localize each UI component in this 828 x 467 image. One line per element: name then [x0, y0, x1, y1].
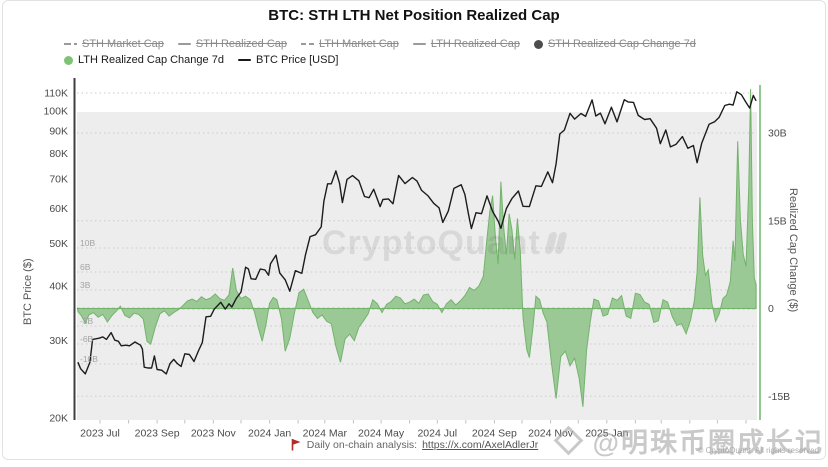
series-line-icon [237, 59, 251, 61]
x-axis-tick-label: 2025 Jan [585, 428, 628, 440]
left-axis-tick-label: 50K [49, 238, 68, 250]
right-axis-tick-label: 0 [768, 303, 774, 315]
legend-label: STH Realized Cap [195, 38, 288, 50]
legend-label: STH Realized Cap Change 7d [547, 38, 696, 50]
inner-axis-tick-label: 10B [80, 238, 95, 248]
right-axis-tick-label: -15B [768, 391, 790, 403]
legend-item-sth-market-cap[interactable]: STH Market Cap [64, 38, 164, 50]
lth-realized-cap-change-area [77, 89, 757, 407]
series-line-icon [177, 43, 191, 45]
legend-item-lth-market-cap[interactable]: LTH Market Cap [301, 38, 399, 50]
inner-axis-tick-label: 6B [80, 262, 91, 272]
x-axis-tick-label: 2024 Nov [528, 428, 574, 440]
left-axis-tick-label: 70K [49, 174, 68, 186]
right-axis-title: Realized Cap Change ($) [787, 188, 799, 313]
series-line-icon [412, 43, 426, 45]
footer: Daily on-chain analysis: https://x.com/A… [0, 438, 828, 451]
inner-axis-tick-label: 3B [80, 280, 91, 290]
left-axis-tick-label: 80K [49, 148, 68, 160]
left-axis-tick-label: 20K [49, 413, 68, 425]
x-axis-tick-label: 2023 Nov [191, 428, 237, 440]
footer-link[interactable]: https://x.com/AxelAdlerJr [422, 438, 539, 451]
footer-label: Daily on-chain analysis: [306, 438, 418, 451]
left-axis-tick-label: 100K [43, 106, 68, 118]
legend-label: LTH Realized Cap Change 7d [78, 54, 224, 66]
btc-price-line [77, 91, 757, 375]
x-axis-tick-label: 2023 Jul [80, 428, 120, 440]
x-axis-tick-label: 2024 Jul [417, 428, 457, 440]
series-line-icon [301, 43, 315, 45]
legend-item-lth-realized-cap-change-7d[interactable]: LTH Realized Cap Change 7d [64, 54, 224, 66]
left-axis-tick-label: 30K [49, 335, 68, 347]
left-axis-tick-label: 60K [49, 203, 68, 215]
legend: STH Market Cap STH Realized Cap LTH Market… [64, 38, 770, 66]
copyright-text: © CryptoQuant. All rights reserved [697, 446, 820, 455]
legend-item-sth-realized-cap[interactable]: STH Realized Cap [177, 38, 288, 50]
legend-label: LTH Realized Cap [430, 38, 520, 50]
legend-label: BTC Price [USD] [255, 54, 339, 66]
legend-item-sth-realized-cap-change-7d[interactable]: STH Realized Cap Change 7d [533, 38, 696, 50]
legend-item-btc-price-usd-[interactable]: BTC Price [USD] [237, 54, 339, 66]
left-axis-tick-label: 110K [44, 88, 68, 100]
x-axis-tick-label: 2024 Sep [472, 428, 517, 440]
left-axis-tick-label: 90K [49, 126, 68, 138]
x-axis-tick-label: 2024 May [358, 428, 405, 440]
chart-title: BTC: STH LTH Net Position Realized Cap [268, 7, 560, 24]
series-dot-icon [533, 39, 543, 49]
inner-axis-tick-label: -3B [80, 316, 94, 326]
left-axis-title: BTC Price ($) [22, 258, 34, 325]
x-axis-tick-label: 2024 Jan [248, 428, 291, 440]
plot-background [77, 112, 757, 420]
legend-label: STH Market Cap [82, 38, 164, 50]
inner-axis-tick-label: -10B [80, 354, 98, 364]
right-axis-tick-label: 30B [768, 128, 787, 140]
series-dot-icon [64, 55, 73, 65]
legend-label: LTH Market Cap [319, 38, 399, 50]
legend-item-lth-realized-cap[interactable]: LTH Realized Cap [412, 38, 520, 50]
inner-axis-tick-label: -6B [80, 334, 94, 344]
left-axis-tick-label: 40K [49, 280, 68, 292]
right-axis-tick-label: 15B [768, 215, 787, 227]
series-line-icon [64, 43, 77, 45]
red-flag-icon [291, 439, 301, 451]
x-axis-tick-label: 2023 Sep [135, 428, 180, 440]
x-axis-tick-label: 2024 Mar [303, 428, 348, 440]
